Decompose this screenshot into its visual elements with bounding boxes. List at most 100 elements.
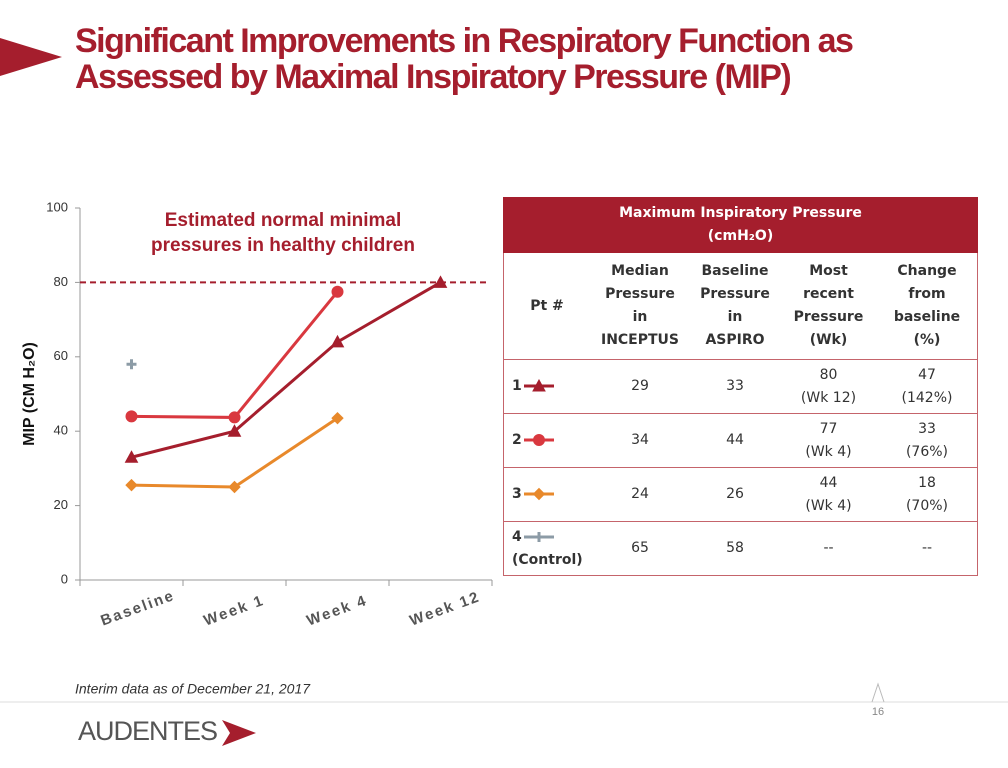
cell-text: Pt # <box>530 297 564 314</box>
marker <box>433 275 448 288</box>
x-tick-label: Baseline <box>98 587 177 630</box>
cell-text: 44 <box>726 432 744 448</box>
logo-arrow <box>222 720 256 746</box>
cell-text: (76%) <box>905 443 949 460</box>
table-cell: 29 <box>590 359 690 414</box>
cell-text: 26 <box>726 486 744 502</box>
column-header: Most recent Pressure (Wk) <box>780 252 877 360</box>
marker <box>330 334 345 348</box>
table-cell: 26 <box>690 467 780 522</box>
table-title: Maximum Inspiratory Pressure (cmH₂O) <box>503 197 978 253</box>
column-header-row: Pt # Median Pressure in INCEPTUS Baseline Pres… <box>503 252 978 360</box>
column-header: Change from baseline (%) <box>877 252 978 360</box>
cell-text: (Wk) <box>809 332 848 348</box>
cell-text: Maximum Inspiratory Pressure <box>619 205 862 221</box>
table-cell: 80 (Wk 12) <box>780 359 877 414</box>
cell-text: 58 <box>726 540 744 556</box>
marker <box>227 424 242 437</box>
cell-text: 47 <box>918 366 936 383</box>
cell-text: 44 <box>819 474 838 491</box>
marker <box>532 434 545 446</box>
cell-text: Most <box>809 263 848 279</box>
title-arrow <box>0 38 62 76</box>
marker <box>125 410 138 423</box>
cell-text: (Wk 4) <box>805 497 852 514</box>
cell-text: -- <box>823 540 834 556</box>
page-marker <box>871 682 885 703</box>
legend-icon <box>523 487 554 501</box>
table-cell: 2 <box>503 413 590 468</box>
logo-text: AUDENTES <box>78 716 217 746</box>
legend-icon <box>523 531 554 542</box>
marker <box>228 411 241 424</box>
marker <box>126 359 137 370</box>
y-axis-label: MIP (CM H₂O) <box>21 342 38 446</box>
cell-text: recent <box>803 286 854 302</box>
marker <box>533 531 544 542</box>
cell-text: (cmH₂O) <box>707 228 774 244</box>
cell-text: Baseline <box>701 263 769 279</box>
cell-text: 34 <box>631 432 649 448</box>
cell-text: 3 <box>512 486 522 502</box>
table-cell: 4 (Control) <box>503 521 590 576</box>
annotation: Estimated normal minimal <box>165 210 402 231</box>
cell-text: 1 <box>512 378 522 394</box>
table-cell: 34 <box>590 413 690 468</box>
cell-text: (Control) <box>512 551 583 568</box>
cell-text: Change <box>897 263 957 279</box>
table-cell: 58 <box>690 521 780 576</box>
cell-text: 29 <box>631 378 649 394</box>
cell-text: Median <box>611 263 669 279</box>
column-header: Baseline Pressure in ASPIRO <box>690 252 780 360</box>
cell-text: 18 <box>918 474 936 491</box>
cell-text: (Wk 12) <box>800 389 857 406</box>
table-cell: 3 <box>503 467 590 522</box>
title-line: Significant Improvements in Respiratory … <box>75 22 853 60</box>
cell-text: ASPIRO <box>705 332 765 348</box>
cell-text: 4 <box>512 528 522 545</box>
x-tick-label: Week 1 <box>201 592 266 630</box>
table-cell: 33 (76%) <box>877 413 978 468</box>
cell-text: INCEPTUS <box>600 332 680 348</box>
cell-text: 65 <box>631 540 649 556</box>
cell-text: 80 <box>819 366 838 383</box>
marker <box>531 378 546 392</box>
table-cell: 1 <box>503 359 590 414</box>
marker <box>331 411 344 425</box>
cell-text: from <box>908 286 946 302</box>
y-tick-label: 100 <box>46 199 68 214</box>
table-cell: -- <box>877 521 978 576</box>
x-tick-label: Week 12 <box>407 588 482 629</box>
legend-icon <box>523 434 554 446</box>
legend-icon <box>523 378 554 392</box>
page-number: 16 <box>872 706 884 718</box>
title-line: Assessed by Maximal Inspiratory Pressure… <box>75 58 790 96</box>
table-cell: 44 (Wk 4) <box>780 467 877 522</box>
annotation: pressures in healthy children <box>151 235 415 256</box>
cell-text: 2 <box>512 432 522 448</box>
cell-text: 33 <box>918 420 936 437</box>
cell-text: 24 <box>631 486 649 502</box>
series-line <box>131 281 442 459</box>
table-cell: 18 (70%) <box>877 467 978 522</box>
table-cell: -- <box>780 521 877 576</box>
y-tick-label: 80 <box>54 274 68 289</box>
cell-text: Pressure <box>700 286 770 302</box>
column-header: Pt # <box>503 252 590 360</box>
marker <box>532 487 545 501</box>
series-line <box>131 290 339 419</box>
cell-text: (142%) <box>901 389 953 406</box>
cell-text: 77 <box>819 420 838 437</box>
table-cell: 47 (142%) <box>877 359 978 414</box>
marker <box>125 478 138 492</box>
table-row: 1 29 33 80 (Wk 12) 47 (142%) <box>503 359 978 414</box>
marker <box>124 450 139 463</box>
cell-text: (Wk 4) <box>805 443 852 460</box>
cell-text: -- <box>921 540 933 556</box>
y-tick-label: 20 <box>54 497 68 512</box>
y-tick-label: 0 <box>61 571 68 586</box>
y-tick-label: 60 <box>54 348 68 363</box>
footnote: Interim data as of December 21, 2017 <box>75 681 311 697</box>
